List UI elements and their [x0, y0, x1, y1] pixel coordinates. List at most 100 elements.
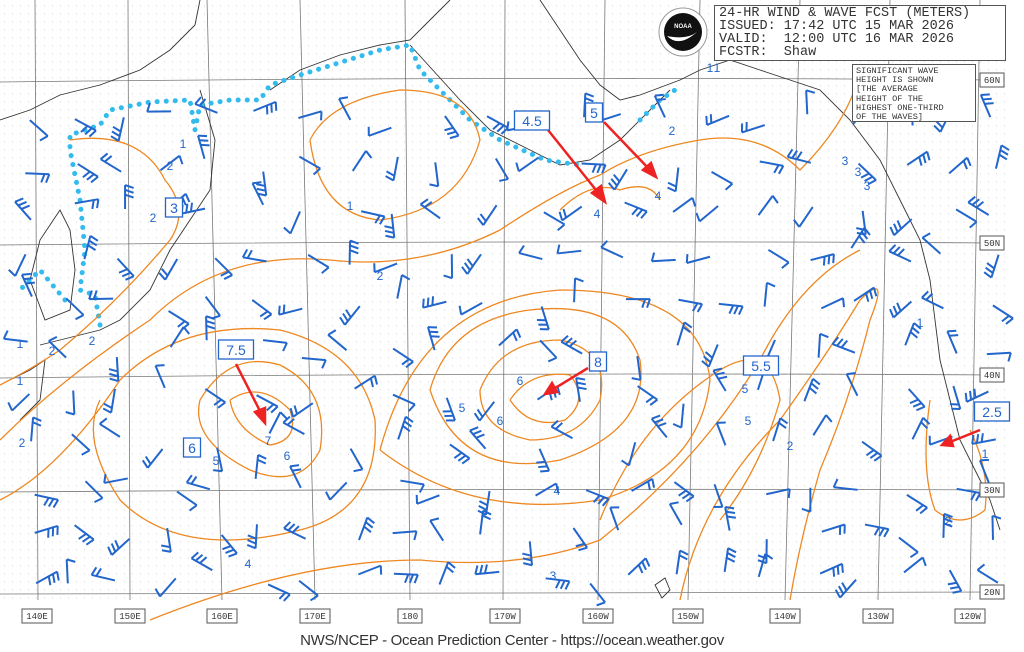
svg-text:60N: 60N: [984, 76, 1000, 86]
wind-barb: [831, 336, 856, 354]
wind-barb: [772, 417, 789, 442]
wind-barb: [65, 297, 85, 321]
wind-barb: [583, 92, 595, 118]
wind-barb: [625, 298, 651, 308]
wind-barb: [898, 536, 919, 559]
wind-barb: [821, 523, 846, 535]
wind-barb: [627, 557, 651, 576]
wind-barb: [921, 232, 942, 255]
contour-label: 3: [842, 154, 849, 168]
svg-text:4.5: 4.5: [522, 113, 542, 129]
wind-barb: [834, 579, 857, 599]
wind-barb: [102, 388, 116, 414]
svg-text:5: 5: [590, 105, 598, 121]
wind-barb: [911, 417, 931, 440]
svg-text:2.5: 2.5: [982, 404, 1002, 420]
wind-barb: [607, 168, 628, 191]
noaa-logo: NOAA: [658, 7, 708, 57]
wind-barb: [903, 556, 927, 574]
wind-barb: [793, 206, 814, 228]
wind-barb: [267, 583, 291, 602]
wind-barb: [964, 388, 989, 403]
note-line: OF THE WAVES]: [856, 112, 924, 123]
wind-barb: [429, 162, 440, 188]
contour-label: 3: [855, 165, 862, 179]
wind-barb: [429, 517, 445, 542]
wind-barb: [354, 374, 378, 390]
svg-text:160E: 160E: [211, 612, 233, 622]
wind-barb: [979, 458, 990, 484]
wind-barb: [65, 390, 76, 416]
wind-barb: [283, 521, 306, 540]
svg-text:5.5: 5.5: [751, 358, 771, 374]
wind-barb: [427, 326, 440, 351]
svg-text:40N: 40N: [984, 371, 1000, 381]
wind-barb: [473, 401, 496, 422]
wind-barb: [169, 326, 190, 348]
wind-barb: [705, 114, 730, 126]
contour-label: 1: [17, 374, 24, 388]
wind-barb: [948, 156, 972, 175]
note-line: [THE AVERAGE: [856, 84, 918, 95]
wind-barb: [325, 481, 348, 501]
wind-barb: [168, 310, 190, 331]
svg-text:50N: 50N: [984, 239, 1000, 249]
wind-barb: [438, 561, 456, 585]
wind-barb: [107, 538, 131, 556]
wind-barb: [712, 367, 728, 392]
contour-label: 2: [945, 514, 952, 528]
wind-barb: [103, 473, 129, 484]
wind-barb: [99, 417, 121, 438]
wind-barb: [767, 248, 790, 269]
wind-barb: [701, 344, 719, 368]
wind-barb: [757, 539, 768, 565]
wind-barb: [757, 195, 779, 216]
contour-label: 1: [917, 316, 924, 330]
wind-barb: [301, 356, 327, 369]
wind-barb: [946, 329, 959, 354]
wind-barb: [7, 393, 31, 412]
wind-barb: [90, 566, 116, 582]
wind-barb: [907, 388, 926, 412]
wind-barb: [889, 218, 913, 236]
wind-barb: [817, 332, 829, 358]
wind-barb: [256, 394, 279, 414]
wind-barb: [74, 118, 97, 138]
wind-barb: [34, 493, 59, 509]
wind-barb: [673, 481, 695, 503]
wind-barb: [801, 487, 812, 513]
wind-barbs: [2, 89, 1014, 607]
wind-barb: [650, 252, 676, 263]
contour-label: 2: [787, 439, 794, 453]
wave-height-note: SIGNIFICANT WAVE HEIGHT IS SHOWN [THE AV…: [852, 64, 976, 122]
wind-barb: [298, 110, 323, 121]
wind-barb: [396, 274, 411, 299]
svg-text:20N: 20N: [984, 588, 1000, 598]
wind-barb: [575, 377, 587, 402]
svg-text:170W: 170W: [494, 612, 516, 622]
wind-barb: [558, 205, 583, 222]
wind-barb: [289, 464, 302, 489]
max-wave-height-label: 4.5: [513, 110, 551, 131]
wind-barb: [385, 156, 399, 182]
wind-barb: [185, 474, 211, 491]
contour-label: 2: [49, 344, 56, 358]
forecast-header: 24-HR WIND & WAVE FCST (METERS) ISSUED: …: [714, 5, 1006, 61]
contour-label: 2: [669, 124, 676, 138]
wind-barb: [25, 172, 51, 184]
contour-label: 6: [497, 414, 504, 428]
contour-label: 1: [707, 61, 714, 75]
svg-text:120W: 120W: [959, 612, 981, 622]
latitude-labels: 60N 50N 40N 30N 20N: [979, 72, 1005, 600]
wind-barb: [672, 403, 685, 429]
wind-barb: [71, 433, 91, 456]
longitude-labels: 140E 150E 160E 170E 180 170W 160W 150W 140W 130W 1…: [21, 608, 986, 624]
wind-barb: [392, 393, 416, 412]
contour-label: 2: [150, 211, 157, 225]
wind-barb: [298, 155, 321, 176]
wind-barb: [392, 530, 418, 541]
wind-barb: [832, 478, 858, 491]
contour-label: 2: [19, 436, 26, 450]
wind-barb: [820, 297, 846, 310]
wind-barb: [713, 483, 724, 509]
